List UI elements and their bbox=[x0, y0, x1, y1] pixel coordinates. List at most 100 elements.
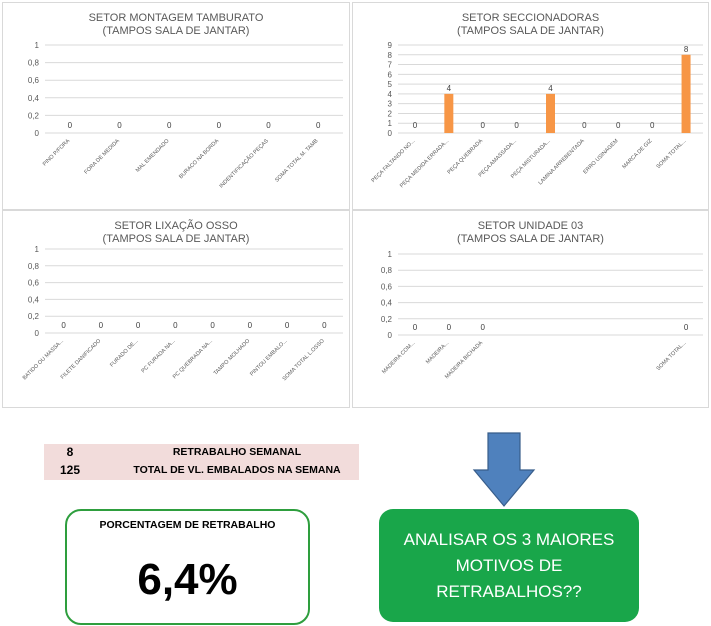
chart-lixacao-osso: SETOR LIXAÇÃO OSSO (TAMPOS SALA DE JANTAR… bbox=[2, 210, 350, 408]
down-arrow-icon bbox=[472, 432, 536, 507]
data-label: 0 bbox=[322, 321, 327, 330]
total-label: TOTAL DE VL. EMBALADOS NA SEMANA bbox=[133, 464, 341, 476]
data-label: 0 bbox=[480, 323, 485, 332]
category-label: INDENTIFICAÇÃO PEÇAS bbox=[218, 137, 270, 189]
y-tick-label: 0,4 bbox=[28, 94, 40, 103]
chart-subtitle: (TAMPOS SALA DE JANTAR) bbox=[457, 25, 604, 37]
chart-subtitle: (TAMPOS SALA DE JANTAR) bbox=[103, 25, 250, 37]
y-tick-label: 1 bbox=[35, 41, 40, 50]
category-label: MAL EMENDADO bbox=[135, 138, 171, 174]
data-label: 0 bbox=[413, 323, 418, 332]
y-tick-label: 8 bbox=[388, 51, 393, 60]
data-label: 0 bbox=[480, 121, 485, 130]
category-label: MADEIRA... bbox=[425, 340, 451, 366]
category-label: PINO P/FORA bbox=[42, 138, 72, 168]
chart-unidade-03: SETOR UNIDADE 03 (TAMPOS SALA DE JANTAR) 0… bbox=[352, 210, 709, 408]
y-tick-label: 0,4 bbox=[28, 295, 40, 304]
chart-title: SETOR LIXAÇÃO OSSO bbox=[114, 219, 238, 232]
category-label: SOMA TOTAL... bbox=[656, 138, 688, 170]
data-label: 0 bbox=[316, 121, 321, 130]
retrabalho-count: 8 bbox=[66, 445, 74, 459]
data-label: 0 bbox=[117, 121, 122, 130]
chart-canvas: SETOR UNIDADE 03(TAMPOS SALA DE JANTAR) 0… bbox=[381, 220, 703, 380]
y-tick-label: 1 bbox=[388, 119, 393, 128]
category-label: FILETE DANIFICADO bbox=[60, 338, 103, 381]
data-label: 4 bbox=[548, 84, 553, 93]
data-label: 0 bbox=[68, 121, 73, 130]
y-tick-label: 0,6 bbox=[381, 282, 393, 291]
bar bbox=[444, 93, 454, 133]
category-label: FORA DE MEDIDA bbox=[83, 138, 121, 176]
y-tick-label: 0,2 bbox=[28, 111, 40, 120]
chart-title: SETOR SECCIONADORAS bbox=[462, 12, 599, 24]
y-tick-label: 0,2 bbox=[381, 315, 393, 324]
analyze-text: ANALISAR OS 3 MAIORES MOTIVOS DE RETRABA… bbox=[403, 529, 615, 601]
total-count: 125 bbox=[59, 463, 81, 477]
data-label: 0 bbox=[167, 121, 172, 130]
data-label: 0 bbox=[285, 321, 290, 330]
bar bbox=[681, 54, 691, 133]
data-label: 4 bbox=[447, 84, 452, 93]
y-tick-label: 0,4 bbox=[381, 299, 393, 308]
chart-subtitle: (TAMPOS SALA DE JANTAR) bbox=[103, 233, 250, 245]
chart-canvas: SETOR LIXAÇÃO OSSO(TAMPOS SALA DE JANTAR… bbox=[22, 219, 343, 383]
y-tick-label: 3 bbox=[388, 100, 393, 109]
analyze-callout: ANALISAR OS 3 MAIORES MOTIVOS DE RETRABA… bbox=[379, 509, 639, 622]
data-label: 0 bbox=[582, 121, 587, 130]
y-tick-label: 4 bbox=[388, 90, 393, 99]
category-label: BURACO NA BORDA bbox=[178, 138, 220, 180]
y-tick-label: 0,6 bbox=[28, 279, 40, 288]
data-label: 0 bbox=[210, 321, 215, 330]
data-label: 0 bbox=[447, 323, 452, 332]
data-label: 0 bbox=[684, 323, 689, 332]
category-label: TAMPO MOLHADO bbox=[213, 338, 252, 377]
data-label: 0 bbox=[266, 121, 271, 130]
y-tick-label: 0,6 bbox=[28, 76, 40, 85]
y-tick-label: 0,8 bbox=[381, 266, 393, 275]
data-label: 0 bbox=[514, 121, 519, 130]
y-tick-label: 0,2 bbox=[28, 312, 40, 321]
chart-title: SETOR MONTAGEM TAMBURATO bbox=[89, 12, 264, 24]
y-tick-label: 1 bbox=[35, 245, 40, 254]
data-label: 0 bbox=[248, 321, 253, 330]
percentage-value: 6,4% bbox=[137, 555, 238, 604]
category-label: FURADO DE... bbox=[109, 338, 140, 369]
y-tick-label: 2 bbox=[388, 109, 393, 118]
y-tick-label: 0 bbox=[35, 129, 40, 138]
chart-subtitle: (TAMPOS SALA DE JANTAR) bbox=[457, 233, 604, 245]
retrabalho-label: RETRABALHO SEMANAL bbox=[172, 446, 302, 458]
percentage-title: PORCENTAGEM DE RETRABALHO bbox=[99, 519, 276, 531]
y-tick-label: 1 bbox=[388, 250, 393, 259]
chart-title: SETOR UNIDADE 03 bbox=[478, 220, 584, 232]
bar bbox=[546, 93, 555, 133]
data-label: 0 bbox=[99, 321, 104, 330]
y-tick-label: 6 bbox=[388, 70, 393, 79]
category-label: BATIDO OU MASSA... bbox=[22, 338, 66, 382]
chart-canvas: SETOR MONTAGEM TAMBURATO(TAMPOS SALA DE … bbox=[28, 12, 343, 190]
summary-row-total: 125 TOTAL DE VL. EMBALADOS NA SEMANA bbox=[44, 462, 359, 480]
chart-montagem-tamburato: SETOR MONTAGEM TAMBURATO (TAMPOS SALA DE … bbox=[2, 2, 350, 210]
y-tick-label: 0 bbox=[388, 331, 393, 340]
category-label: PEÇA QUEBRADA bbox=[447, 138, 485, 176]
category-label: MADEIRA BICHADA bbox=[444, 340, 484, 380]
category-label: MADEIRA COM... bbox=[381, 340, 416, 375]
category-label: PINTOU EMBALO... bbox=[249, 338, 289, 378]
category-label: SOMA TOTAL... bbox=[656, 340, 688, 372]
data-label: 0 bbox=[173, 321, 178, 330]
category-label: PC FURADA NA... bbox=[141, 338, 178, 375]
chart-seccionadoras: SETOR SECCIONADORAS (TAMPOS SALA DE JANTA… bbox=[352, 2, 709, 210]
category-label: SOMA TOTAL M. TAMB bbox=[274, 138, 320, 184]
category-label: MARCA DE GIZ bbox=[621, 138, 654, 171]
category-label: PC QUEBRADA NA... bbox=[172, 338, 214, 380]
data-label: 0 bbox=[616, 121, 621, 130]
chart-canvas: SETOR SECCIONADORAS(TAMPOS SALA DE JANTA… bbox=[371, 12, 703, 189]
data-label: 0 bbox=[217, 121, 222, 130]
category-label: SOMA TOTAL L.OSSO bbox=[282, 338, 327, 383]
data-label: 0 bbox=[413, 121, 418, 130]
y-tick-label: 0 bbox=[388, 129, 393, 138]
summary-row-retrabalho: 8 RETRABALHO SEMANAL bbox=[44, 444, 359, 462]
y-tick-label: 0,8 bbox=[28, 262, 40, 271]
data-label: 0 bbox=[650, 121, 655, 130]
y-tick-label: 0 bbox=[35, 329, 40, 338]
y-tick-label: 7 bbox=[388, 61, 393, 70]
